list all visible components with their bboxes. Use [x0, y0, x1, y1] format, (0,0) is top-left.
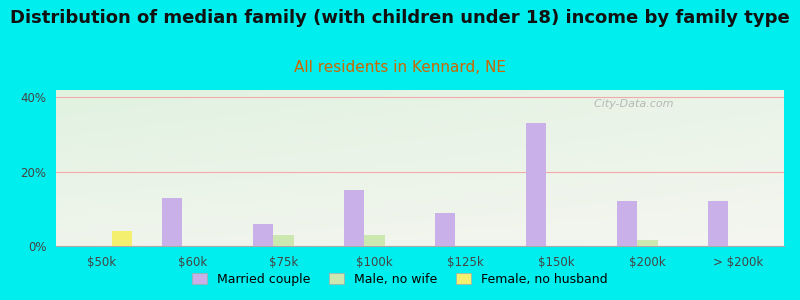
Bar: [526, 123, 546, 246]
Legend: Married couple, Male, no wife, Female, no husband: Married couple, Male, no wife, Female, n…: [187, 268, 613, 291]
Text: All residents in Kennard, NE: All residents in Kennard, NE: [294, 60, 506, 75]
Bar: [365, 235, 385, 246]
Bar: [435, 213, 455, 246]
Text: Distribution of median family (with children under 18) income by family type: Distribution of median family (with chil…: [10, 9, 790, 27]
Text: City-Data.com: City-Data.com: [587, 99, 674, 110]
Bar: [254, 224, 274, 246]
Bar: [345, 190, 365, 246]
Bar: [618, 201, 638, 246]
Bar: [638, 240, 658, 246]
Bar: [709, 201, 729, 246]
Bar: [274, 235, 294, 246]
Bar: [111, 231, 131, 246]
Bar: [162, 198, 182, 246]
